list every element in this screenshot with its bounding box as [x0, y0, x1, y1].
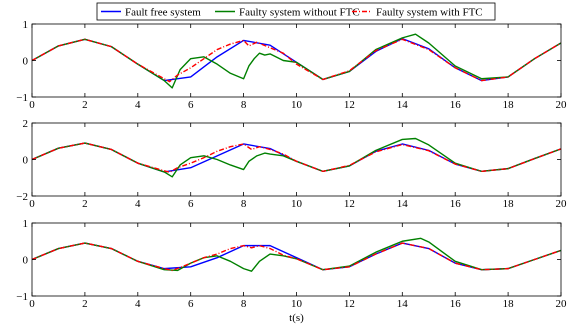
axes-frame: [31, 122, 562, 197]
y-tick-label: 1: [23, 218, 29, 230]
series-line-faulty-with-ftc: [32, 242, 561, 272]
x-tick-label: 12: [344, 99, 355, 111]
x-tick-label: 6: [188, 198, 194, 210]
legend-label: Faulty system without FTC: [239, 7, 360, 19]
subplot-3: 0 2 4 6 8 10 12 14 16 18 20−101: [16, 218, 567, 310]
x-tick-label: 20: [556, 198, 568, 210]
x-axis-label: t(s): [289, 312, 304, 324]
legend-label: Faulty system with FTC: [376, 7, 483, 19]
x-tick-label: 6: [188, 99, 194, 111]
x-tick-label: 18: [503, 99, 515, 111]
x-tick-label: 8: [241, 198, 247, 210]
y-tick-label: 0: [23, 255, 29, 267]
x-tick-label: 14: [397, 99, 409, 111]
x-tick-label: 4: [135, 99, 141, 111]
y-tick-label: 0: [23, 56, 29, 68]
x-tick-label: 16: [450, 298, 462, 310]
x-tick-label: 20: [556, 298, 568, 310]
x-tick-label: 2: [82, 198, 88, 210]
x-tick-label: 14: [397, 198, 409, 210]
axes-frame: [31, 23, 562, 98]
series-line-faulty-without-ftc: [32, 237, 561, 272]
x-tick-label: 10: [291, 298, 303, 310]
y-tick-label: 2: [23, 118, 29, 130]
series-line-faulty-with-ftc: [32, 38, 561, 83]
x-tick-label: 4: [135, 198, 141, 210]
legend-box: [96, 2, 496, 21]
x-tick-label: 10: [291, 198, 303, 210]
subplot-2: 0 2 4 6 8 10 12 14 16 18 20−202: [16, 118, 567, 210]
x-tick-label: 14: [397, 298, 409, 310]
x-tick-label: 6: [188, 298, 194, 310]
x-tick-label: 10: [291, 99, 303, 111]
x-tick-label: 18: [503, 298, 515, 310]
x-tick-label: 2: [82, 99, 88, 111]
x-tick-label: 16: [450, 198, 462, 210]
x-tick-label: 0: [29, 298, 35, 310]
x-tick-label: 0: [29, 99, 35, 111]
x-tick-label: 20: [556, 99, 568, 111]
series-line-faulty-with-ftc: [32, 142, 561, 173]
y-tick-label: 0: [23, 155, 29, 167]
x-tick-label: 0: [29, 198, 35, 210]
x-tick-label: 8: [241, 298, 247, 310]
legend-label: Fault free system: [125, 7, 201, 19]
series-line-faulty-without-ftc: [32, 137, 561, 178]
x-tick-label: 18: [503, 198, 515, 210]
series-line-fault-free: [32, 37, 561, 82]
x-tick-label: 2: [82, 298, 88, 310]
series-line-fault-free: [32, 142, 561, 173]
series-line-fault-free: [32, 242, 561, 271]
x-tick-label: 4: [135, 298, 141, 310]
legend: Fault free system Faulty system without F…: [96, 2, 496, 21]
x-tick-label: 12: [344, 198, 355, 210]
y-tick-label: −1: [16, 291, 28, 303]
series-line-faulty-without-ftc: [32, 33, 561, 89]
y-tick-label: −1: [16, 92, 28, 104]
subplot-1: 0 2 4 6 8 10 12 14 16 18 20−101: [16, 19, 567, 111]
y-tick-label: −2: [16, 191, 28, 203]
x-tick-label: 16: [450, 99, 462, 111]
x-tick-label: 8: [241, 99, 247, 111]
y-tick-label: 1: [23, 19, 29, 31]
x-tick-label: 12: [344, 298, 355, 310]
